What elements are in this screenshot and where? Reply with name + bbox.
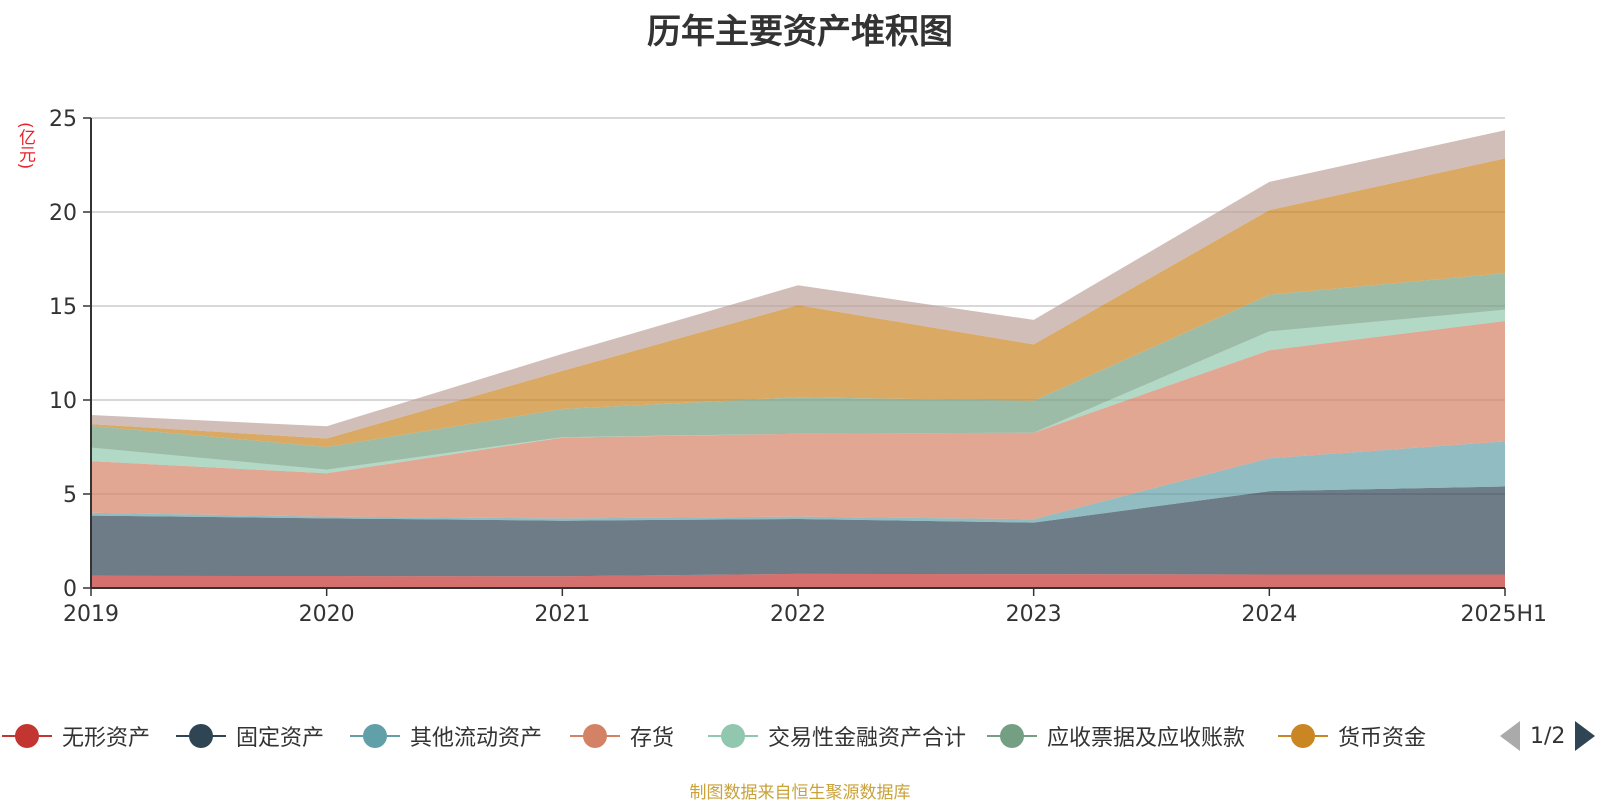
x-tick-label: 2023 [1006,602,1062,627]
legend-marker-icon [2,720,52,752]
legend-marker-icon [708,720,758,752]
chart-title: 历年主要资产堆积图 [647,12,953,52]
y-tick-label: 20 [49,201,77,226]
x-tick-label: 2024 [1241,602,1297,627]
legend-next-page-icon[interactable] [1575,721,1596,751]
legend-marker-icon [570,720,620,752]
y-tick-label: 0 [63,577,77,602]
y-tick-label: 5 [63,483,77,508]
legend-item[interactable]: 应收票据及应收账款 [987,720,1245,752]
area-series [91,321,1505,520]
legend-label: 交易性金融资产合计 [768,726,967,751]
legend-item[interactable]: 其他流动资产 [350,720,542,752]
legend: 无形资产 固定资产 其他流动资产 存货 交易性金融资产合计 应收票据及应收账款 货币资金 [0,720,1600,752]
x-tick-label: 2025H1 [1460,602,1547,627]
data-source-note: 制图数据来自恒生聚源数据库 [689,783,911,803]
area-series [91,441,1505,523]
axis-layer: 0 5 10 15 20 25 2019 2020 2021 2022 2023 2024 2025H1 [49,107,1547,627]
legend-label: 存货 [630,726,675,751]
y-tick-label: 15 [49,295,77,320]
y-axis-unit-label: (亿元) [15,122,35,170]
legend-label: 固定资产 [236,726,325,751]
legend-label: 其他流动资产 [410,726,543,751]
legend-page-indicator: 1/2 [1530,723,1566,749]
area-series [91,309,1505,474]
area-series [91,273,1505,470]
legend-label: 应收票据及应收账款 [1047,726,1246,751]
x-tick-label: 2021 [534,602,590,627]
area-layer [91,130,1505,588]
area-series [91,486,1505,577]
legend-marker-icon [176,720,226,752]
legend-label: 货币资金 [1338,726,1427,751]
x-tick-label: 2019 [63,602,119,627]
legend-item[interactable]: 无形资产 [2,720,150,752]
legend-item[interactable]: 货币资金 [1278,720,1426,752]
x-tick-label: 2022 [770,602,826,627]
x-tick-label: 2020 [299,602,355,627]
legend-prev-page-icon[interactable] [1500,721,1520,751]
legend-item[interactable]: 固定资产 [176,720,324,752]
legend-item[interactable]: 存货 [570,720,674,752]
stacked-area-chart: 0 5 10 15 20 25 2019 2020 2021 2022 2023 2024 2025H1 [49,107,1547,627]
legend-marker-icon [350,720,400,752]
legend-label: 无形资产 [62,726,151,751]
legend-marker-icon [987,720,1037,752]
area-series [91,158,1505,447]
y-tick-label: 25 [49,107,77,132]
area-series [91,573,1505,588]
legend-pager: 1/2 [1500,720,1596,752]
y-tick-label: 10 [49,389,77,414]
legend-marker-icon [1278,720,1328,752]
legend-item[interactable]: 交易性金融资产合计 [708,720,966,752]
